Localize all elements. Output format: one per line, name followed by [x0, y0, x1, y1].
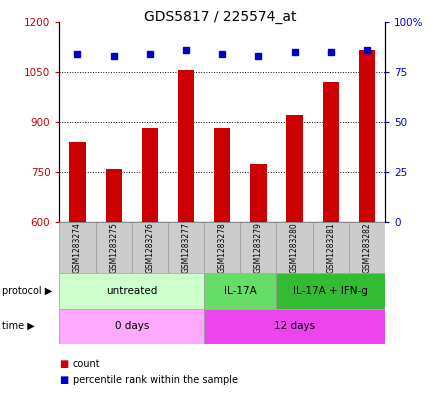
Text: IL-17A + IFN-g: IL-17A + IFN-g — [293, 286, 368, 296]
Text: ■: ■ — [59, 358, 69, 369]
Bar — [313, 222, 349, 273]
Bar — [204, 273, 276, 309]
Text: 12 days: 12 days — [274, 321, 315, 331]
Bar — [323, 82, 339, 222]
Bar — [286, 115, 303, 222]
Bar — [359, 50, 375, 222]
Bar — [59, 222, 95, 273]
Text: GSM1283281: GSM1283281 — [326, 222, 335, 273]
Text: GSM1283279: GSM1283279 — [254, 222, 263, 273]
Bar — [178, 70, 194, 222]
Text: GSM1283278: GSM1283278 — [218, 222, 227, 273]
Text: time ▶: time ▶ — [2, 321, 35, 331]
Bar — [142, 127, 158, 222]
Text: GSM1283282: GSM1283282 — [363, 222, 371, 273]
Bar — [106, 169, 122, 222]
Text: 0 days: 0 days — [114, 321, 149, 331]
Text: GSM1283275: GSM1283275 — [109, 222, 118, 273]
Text: GSM1283274: GSM1283274 — [73, 222, 82, 273]
Bar — [204, 309, 385, 344]
Text: GSM1283277: GSM1283277 — [182, 222, 191, 273]
Text: GSM1283276: GSM1283276 — [145, 222, 154, 273]
Text: percentile rank within the sample: percentile rank within the sample — [73, 375, 238, 386]
Text: ■: ■ — [59, 375, 69, 386]
Bar — [204, 222, 240, 273]
Bar — [276, 222, 313, 273]
Bar — [276, 273, 385, 309]
Bar — [70, 142, 86, 222]
Bar — [250, 163, 267, 222]
Bar — [349, 222, 385, 273]
Bar — [168, 222, 204, 273]
Text: GSM1283280: GSM1283280 — [290, 222, 299, 273]
Bar — [132, 222, 168, 273]
Text: protocol ▶: protocol ▶ — [2, 286, 52, 296]
Text: IL-17A: IL-17A — [224, 286, 257, 296]
Text: count: count — [73, 358, 100, 369]
Bar — [59, 309, 204, 344]
Text: untreated: untreated — [106, 286, 158, 296]
Text: GDS5817 / 225574_at: GDS5817 / 225574_at — [144, 10, 296, 24]
Bar — [240, 222, 276, 273]
Bar — [59, 273, 204, 309]
Bar — [214, 127, 231, 222]
Bar — [95, 222, 132, 273]
